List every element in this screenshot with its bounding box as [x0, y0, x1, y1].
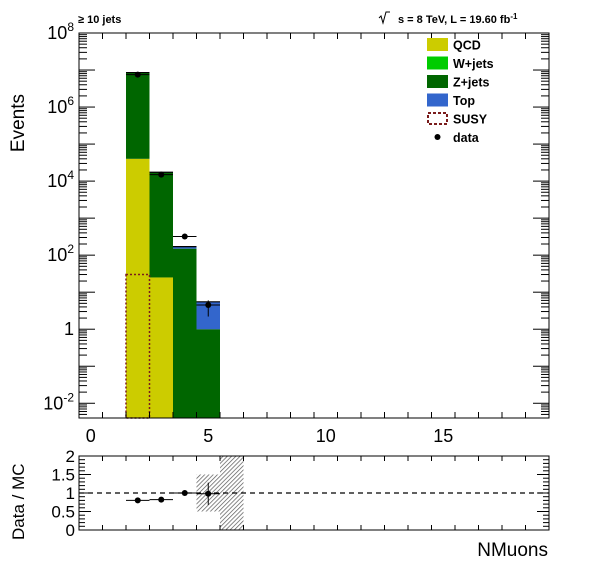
- y-tick-label: 1: [64, 319, 74, 339]
- energy-lumi-text: = 8 TeV, L = 19.60 fb: [404, 14, 510, 26]
- sqrt-symbol: [378, 11, 390, 25]
- data-point-3: [158, 171, 165, 178]
- legend-z-jets-swatch: [427, 75, 448, 88]
- bar-qcd-bin-3: [149, 277, 173, 418]
- legend-susy-label: SUSY: [453, 113, 488, 127]
- uncertainty-band-bin-6: [220, 456, 244, 530]
- bar-z-jets-bin-4: [173, 248, 197, 418]
- y-tick-label: 102: [47, 242, 74, 265]
- data-point-5: [205, 302, 212, 309]
- energy-lumi-label: s = 8 TeV, L = 19.60 fb-1: [378, 11, 518, 26]
- ratio-point-2: [134, 497, 141, 504]
- sqrt-s-text: s: [398, 14, 404, 26]
- bar-z-jets-bin-2: [126, 72, 150, 159]
- y-tick-label: 108: [47, 20, 74, 43]
- legend-z-jets: Z+jets: [427, 75, 490, 90]
- ratio-y-tick-label: 1: [66, 484, 75, 503]
- ratio-y-tick-label: 0.5: [51, 503, 75, 522]
- svg-text:s = 8 TeV, L = 19.60 fb-1: s = 8 TeV, L = 19.60 fb-1: [398, 12, 518, 26]
- lumi-exponent: -1: [510, 12, 518, 21]
- bar-z-jets-bin-3: [149, 172, 173, 278]
- ratio-y-tick-label: 1.5: [51, 466, 75, 485]
- x-tick-label: 15: [433, 426, 453, 446]
- main-plot: 0 5 10 15 10-2 1 102 104 106 108: [43, 20, 550, 446]
- ratio-point-5: [205, 490, 212, 497]
- legend-data-label: data: [453, 131, 480, 145]
- selection-label: ≥ 10 jets: [78, 14, 121, 26]
- bar-qcd-bin-2: [126, 158, 150, 419]
- ratio-y-tick-label: 0: [66, 521, 75, 540]
- legend-w-jets-swatch: [427, 56, 448, 70]
- legend-w-jets-label: W+jets: [453, 57, 494, 71]
- legend-top-label: Top: [453, 94, 475, 108]
- legend: QCD W+jets Z+jets Top SUSY data: [427, 38, 494, 145]
- legend-top-swatch: [427, 93, 448, 107]
- legend-qcd-label: QCD: [453, 39, 481, 53]
- bar-top-bin-4: [173, 246, 197, 249]
- data-point-2: [134, 71, 141, 78]
- data-point-4: [181, 233, 188, 240]
- ratio-point-4: [181, 490, 188, 496]
- legend-susy: SUSY: [427, 112, 488, 127]
- x-axis-title: NMuons: [477, 540, 548, 561]
- bar-z-jets-bin-5: [196, 329, 220, 418]
- y-tick-label: 104: [47, 168, 74, 191]
- main-y-axis-title: Events: [8, 94, 29, 152]
- legend-data: data: [434, 131, 480, 145]
- ratio-y-tick-label: 2: [66, 447, 75, 466]
- legend-z-jets-label: Z+jets: [453, 76, 490, 90]
- y-tick-label: 106: [47, 94, 74, 117]
- ratio-point-3: [158, 496, 165, 503]
- ratio-y-axis-title: Data / MC: [9, 463, 28, 540]
- legend-qcd-swatch: [427, 38, 448, 51]
- legend-top: Top: [427, 93, 475, 108]
- x-tick-label: 10: [316, 426, 336, 446]
- x-tick-label: 0: [86, 426, 96, 446]
- legend-qcd: QCD: [427, 38, 481, 53]
- legend-w-jets: W+jets: [427, 56, 494, 71]
- ratio-plot: 00.511.52: [51, 447, 550, 540]
- legend-data-marker: [434, 134, 441, 140]
- y-tick-label: 10-2: [43, 390, 74, 413]
- x-tick-label: 5: [203, 426, 213, 446]
